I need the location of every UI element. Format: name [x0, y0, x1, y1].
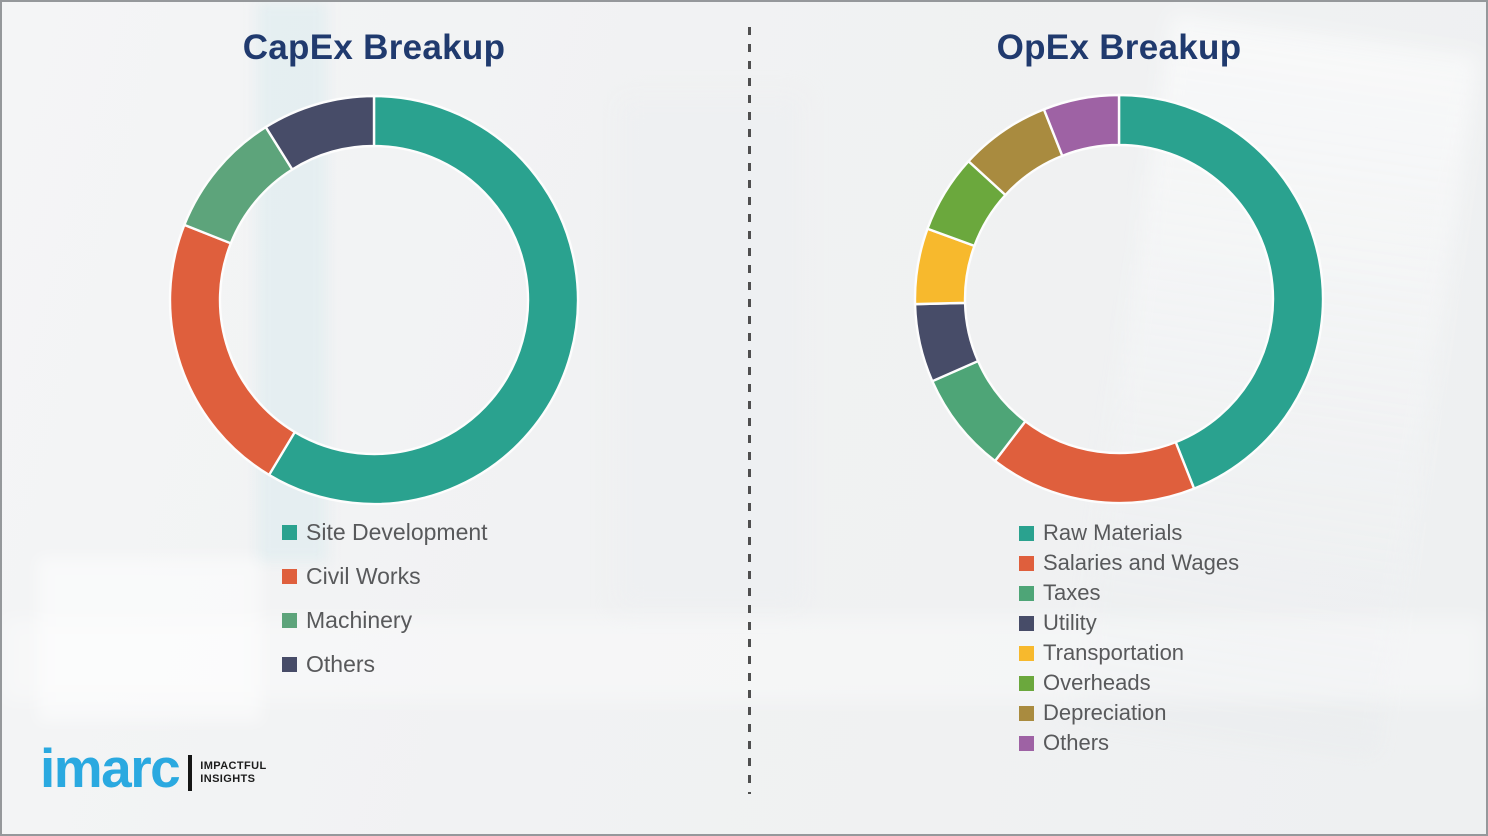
- background-watermark: [2, 617, 1486, 702]
- legend-swatch: [1019, 615, 1034, 631]
- donut-segment-others: [1042, 93, 1121, 158]
- logo-tagline-line2: INSIGHTS: [200, 772, 256, 785]
- legend-item-taxes: Taxes: [1019, 578, 1239, 608]
- legend-swatch: [1019, 735, 1034, 751]
- legend-label: Taxes: [1043, 580, 1101, 605]
- legend-swatch: [282, 612, 297, 628]
- opex-donut-chart: [913, 93, 1325, 505]
- legend-swatch: [1019, 525, 1034, 541]
- legend-label: Utility: [1043, 610, 1097, 635]
- legend-label: Civil Works: [306, 562, 421, 589]
- legend-item-overheads: Overheads: [1019, 668, 1239, 698]
- legend-item-depreciation: Depreciation: [1019, 698, 1239, 728]
- legend-swatch: [282, 568, 297, 584]
- legend-label: Site Development: [306, 518, 488, 545]
- imarc-logo: imarc IMPACTFUL INSIGHTS: [40, 741, 267, 796]
- legend-label: Transportation: [1043, 640, 1185, 665]
- legend-label: Overheads: [1043, 670, 1151, 695]
- legend-item-raw-materials: Raw Materials: [1019, 518, 1239, 548]
- legend-item-civil-works: Civil Works: [282, 554, 488, 598]
- logo-divider-bar: [188, 754, 193, 791]
- legend-swatch: [1019, 555, 1034, 571]
- background-watermark: [617, 97, 802, 607]
- legend-item-machinery: Machinery: [282, 598, 488, 642]
- background-watermark: [37, 557, 262, 722]
- opex-chart-title: OpEx Breakup: [996, 28, 1242, 67]
- legend-swatch: [1019, 645, 1034, 661]
- logo-tagline: IMPACTFUL INSIGHTS: [200, 760, 266, 786]
- donut-segment-raw-materials: [1117, 93, 1325, 490]
- legend-label: Machinery: [306, 606, 413, 633]
- legend-item-site-development: Site Development: [282, 510, 488, 554]
- legend-swatch: [1019, 585, 1034, 601]
- legend-label: Others: [306, 650, 376, 677]
- legend-label: Depreciation: [1043, 700, 1167, 725]
- capex-donut-chart: [168, 94, 580, 506]
- donut-segment-others: [264, 94, 376, 171]
- opex-legend: Raw Materials Salaries and Wages Taxes Util…: [1019, 518, 1239, 758]
- legend-item-salaries-and-wages: Salaries and Wages: [1019, 548, 1239, 578]
- capex-legend: Site Development Civil Works Machinery Othe…: [282, 510, 488, 686]
- donut-segment-civil-works: [168, 223, 296, 477]
- capex-chart-title: CapEx Breakup: [242, 28, 506, 67]
- legend-item-others: Others: [282, 642, 488, 686]
- donut-segment-salaries-and-wages: [993, 420, 1196, 505]
- legend-swatch: [1019, 675, 1034, 691]
- legend-label: Raw Materials: [1043, 520, 1183, 545]
- section-divider: [748, 27, 751, 794]
- donut-segment-site-development: [267, 94, 580, 506]
- legend-label: Salaries and Wages: [1043, 550, 1240, 575]
- logo-wordmark: imarc: [40, 737, 181, 799]
- legend-item-utility: Utility: [1019, 608, 1239, 638]
- legend-swatch: [282, 524, 297, 540]
- logo-tagline-line1: IMPACTFUL: [200, 759, 267, 772]
- legend-label: Others: [1043, 730, 1110, 755]
- legend-item-others: Others: [1019, 728, 1239, 758]
- legend-item-transportation: Transportation: [1019, 638, 1239, 668]
- legend-swatch: [282, 656, 297, 672]
- legend-swatch: [1019, 705, 1034, 721]
